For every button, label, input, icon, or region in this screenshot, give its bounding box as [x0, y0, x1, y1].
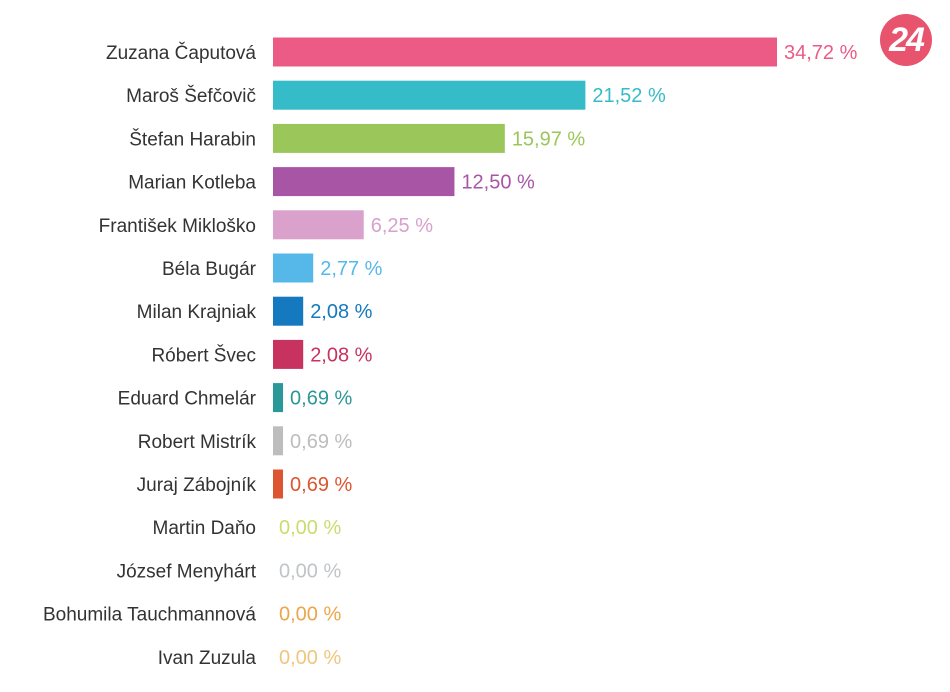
value-label-ivan-zuzula: 0,00 % — [279, 647, 341, 669]
category-label-marian-kotleba: Marian Kotleba — [128, 173, 256, 194]
bar-milan-krajniak — [273, 296, 304, 326]
value-label-robert-mistrik: 0,69 % — [290, 431, 352, 453]
category-label-stefan-harabin: Štefan Harabin — [129, 128, 256, 150]
bar-frantisek-miklosko — [273, 210, 364, 240]
category-label-robert-mistrik: Robert Mistrík — [138, 432, 257, 453]
value-label-zuzana-caputova: 34,72 % — [784, 42, 858, 64]
value-label-milan-krajniak: 2,08 % — [310, 301, 372, 323]
logo-text: 24 — [889, 21, 925, 59]
bar-bela-bugar — [273, 253, 314, 283]
value-label-maros-sefcovic: 21,52 % — [592, 85, 666, 107]
logo-24-badge: 24 — [880, 14, 932, 66]
category-label-jozsef-menyhart: József Menyhárt — [117, 561, 257, 582]
category-label-zuzana-caputova: Zuzana Čaputová — [106, 42, 256, 64]
bar-eduard-chmelar — [273, 383, 284, 413]
value-label-bohumila-tauchmannova: 0,00 % — [279, 604, 341, 626]
category-label-frantisek-miklosko: František Mikloško — [99, 216, 256, 237]
value-label-marian-kotleba: 12,50 % — [461, 172, 535, 194]
value-label-juraj-zabojnik: 0,69 % — [290, 474, 352, 496]
category-label-eduard-chmelar: Eduard Chmelár — [118, 389, 257, 410]
bar-marian-kotleba — [273, 167, 455, 197]
value-label-eduard-chmelar: 0,69 % — [290, 388, 352, 410]
category-label-ivan-zuzula: Ivan Zuzula — [158, 648, 257, 669]
category-label-bela-bugar: Béla Bugár — [162, 259, 257, 280]
value-label-bela-bugar: 2,77 % — [320, 258, 382, 280]
bar-robert-svec — [273, 339, 304, 369]
bar-robert-mistrik — [273, 426, 284, 456]
value-label-jozsef-menyhart: 0,00 % — [279, 560, 341, 582]
category-label-juraj-zabojnik: Juraj Zábojník — [137, 475, 257, 496]
value-label-robert-svec: 2,08 % — [310, 344, 372, 366]
bar-juraj-zabojnik — [273, 469, 284, 499]
category-label-bohumila-tauchmannova: Bohumila Tauchmannová — [43, 605, 256, 626]
category-label-martin-dano: Martin Daňo — [153, 518, 257, 539]
value-label-stefan-harabin: 15,97 % — [512, 128, 586, 150]
bar-zuzana-caputova — [273, 37, 777, 67]
category-label-robert-svec: Róbert Švec — [151, 344, 256, 366]
value-label-frantisek-miklosko: 6,25 % — [371, 215, 433, 237]
bar-stefan-harabin — [273, 123, 505, 153]
category-label-maros-sefcovic: Maroš Šefčovič — [126, 85, 256, 107]
value-label-martin-dano: 0,00 % — [279, 517, 341, 539]
bar-maros-sefcovic — [273, 80, 586, 110]
category-label-milan-krajniak: Milan Krajniak — [137, 302, 257, 323]
